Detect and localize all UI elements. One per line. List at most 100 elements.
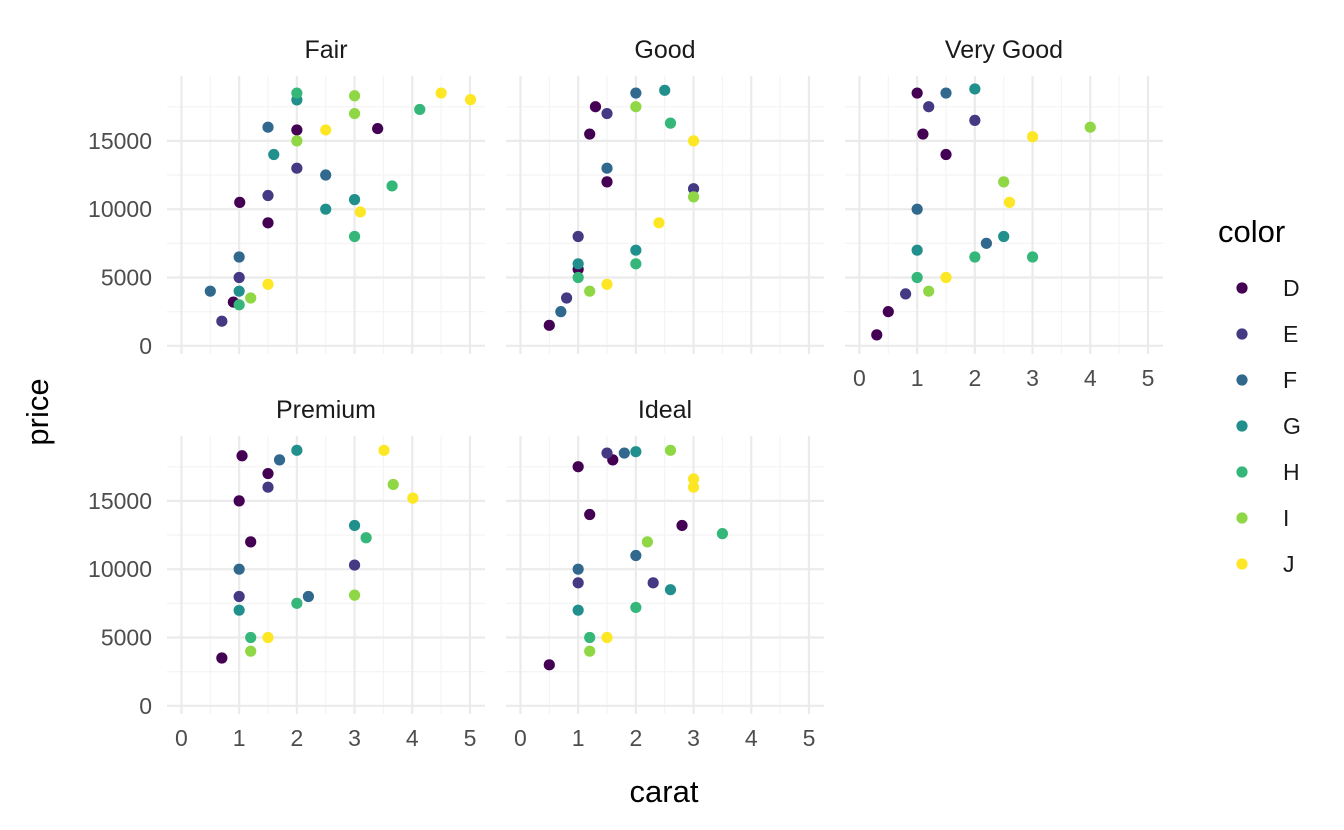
x-tick-label: 0 (514, 725, 527, 751)
point-g (348, 519, 361, 532)
legend-entry-f: F (1236, 367, 1297, 393)
legend-label-i: I (1283, 505, 1289, 531)
point-i (923, 285, 935, 297)
point-h (630, 258, 642, 270)
x-tick-label: 1 (233, 725, 246, 751)
point-g (572, 258, 584, 270)
legend-label-e: E (1283, 321, 1298, 347)
point-j (601, 278, 613, 290)
legend-entry-d: D (1236, 275, 1300, 301)
point-g (969, 83, 981, 95)
point-f (911, 203, 923, 215)
point-j (940, 271, 952, 284)
point-j (1026, 131, 1039, 143)
y-tick-label: 15000 (88, 488, 152, 514)
point-d (676, 519, 688, 532)
point-f (262, 121, 274, 133)
x-tick-label: 3 (348, 725, 361, 751)
point-d (601, 176, 613, 188)
panel-very-good: Very Good 0 1 2 3 4 5 (845, 36, 1163, 391)
facet-label: Fair (304, 36, 347, 64)
point-g (572, 604, 584, 616)
point-h (572, 271, 584, 284)
point-e (601, 447, 613, 459)
point-j (601, 631, 613, 644)
facet-label: Ideal (638, 396, 692, 424)
point-d (262, 217, 274, 229)
x-tick-label: 3 (1026, 365, 1039, 391)
point-d (882, 306, 894, 318)
point-f (233, 251, 245, 263)
point-h (584, 631, 596, 644)
x-tick-label: 5 (803, 725, 816, 751)
point-e (923, 101, 935, 113)
point-i (687, 191, 700, 203)
point-i (291, 135, 303, 147)
point-e (262, 189, 274, 202)
point-f (980, 237, 993, 249)
point-g (664, 584, 677, 596)
point-f (618, 447, 630, 459)
legend-key-e (1236, 328, 1248, 340)
x-tick-label: 2 (290, 725, 303, 751)
point-f (273, 454, 286, 466)
y-axis-title: price (20, 378, 55, 445)
point-h (630, 601, 642, 614)
y-tick-label: 10000 (88, 556, 152, 582)
point-f (320, 169, 332, 181)
point-f (204, 285, 216, 297)
point-d (245, 536, 257, 548)
point-d (543, 659, 555, 671)
point-g (233, 604, 245, 616)
point-h (911, 271, 923, 284)
point-i (584, 285, 596, 297)
point-j (354, 206, 366, 218)
point-g (911, 244, 923, 256)
point-j (687, 135, 700, 147)
point-h (1026, 251, 1039, 263)
point-h (233, 299, 245, 311)
point-f (940, 87, 952, 99)
x-tick-label: 1 (911, 365, 924, 391)
point-d (584, 508, 596, 521)
point-e (900, 288, 912, 300)
legend-entry-i: I (1236, 505, 1289, 531)
point-g (233, 285, 245, 297)
point-h (386, 180, 398, 192)
x-tick-label: 0 (175, 725, 188, 751)
point-d (572, 461, 584, 473)
point-d (216, 652, 228, 664)
point-e (233, 590, 245, 603)
point-d (234, 196, 246, 208)
legend-key-h (1236, 466, 1248, 478)
point-h (414, 103, 426, 116)
point-i (641, 536, 654, 548)
point-g (630, 244, 642, 256)
point-e (291, 162, 303, 174)
point-d (940, 148, 952, 161)
point-e (969, 114, 981, 126)
panel-fair: Fair 0 5000 10000 15000 (88, 36, 485, 359)
point-i (664, 444, 677, 456)
point-d (589, 101, 602, 113)
legend-entry-g: G (1236, 413, 1301, 439)
point-i (348, 589, 361, 601)
point-f (555, 306, 567, 318)
y-tick-label: 5000 (101, 625, 152, 651)
point-f (233, 563, 245, 575)
panel-good: Good (506, 36, 824, 354)
point-g (630, 446, 642, 458)
point-d (262, 467, 274, 480)
point-i (387, 478, 399, 491)
point-h (969, 251, 981, 263)
point-e (561, 292, 573, 304)
legend-label-d: D (1283, 275, 1300, 301)
x-tick-label: 1 (572, 725, 585, 751)
point-j (687, 473, 700, 485)
y-tick-label: 0 (139, 333, 152, 359)
legend-label-f: F (1283, 367, 1297, 393)
point-j (378, 444, 390, 456)
point-d (372, 122, 384, 135)
legend-entry-e: E (1236, 321, 1298, 347)
point-g (320, 203, 332, 215)
